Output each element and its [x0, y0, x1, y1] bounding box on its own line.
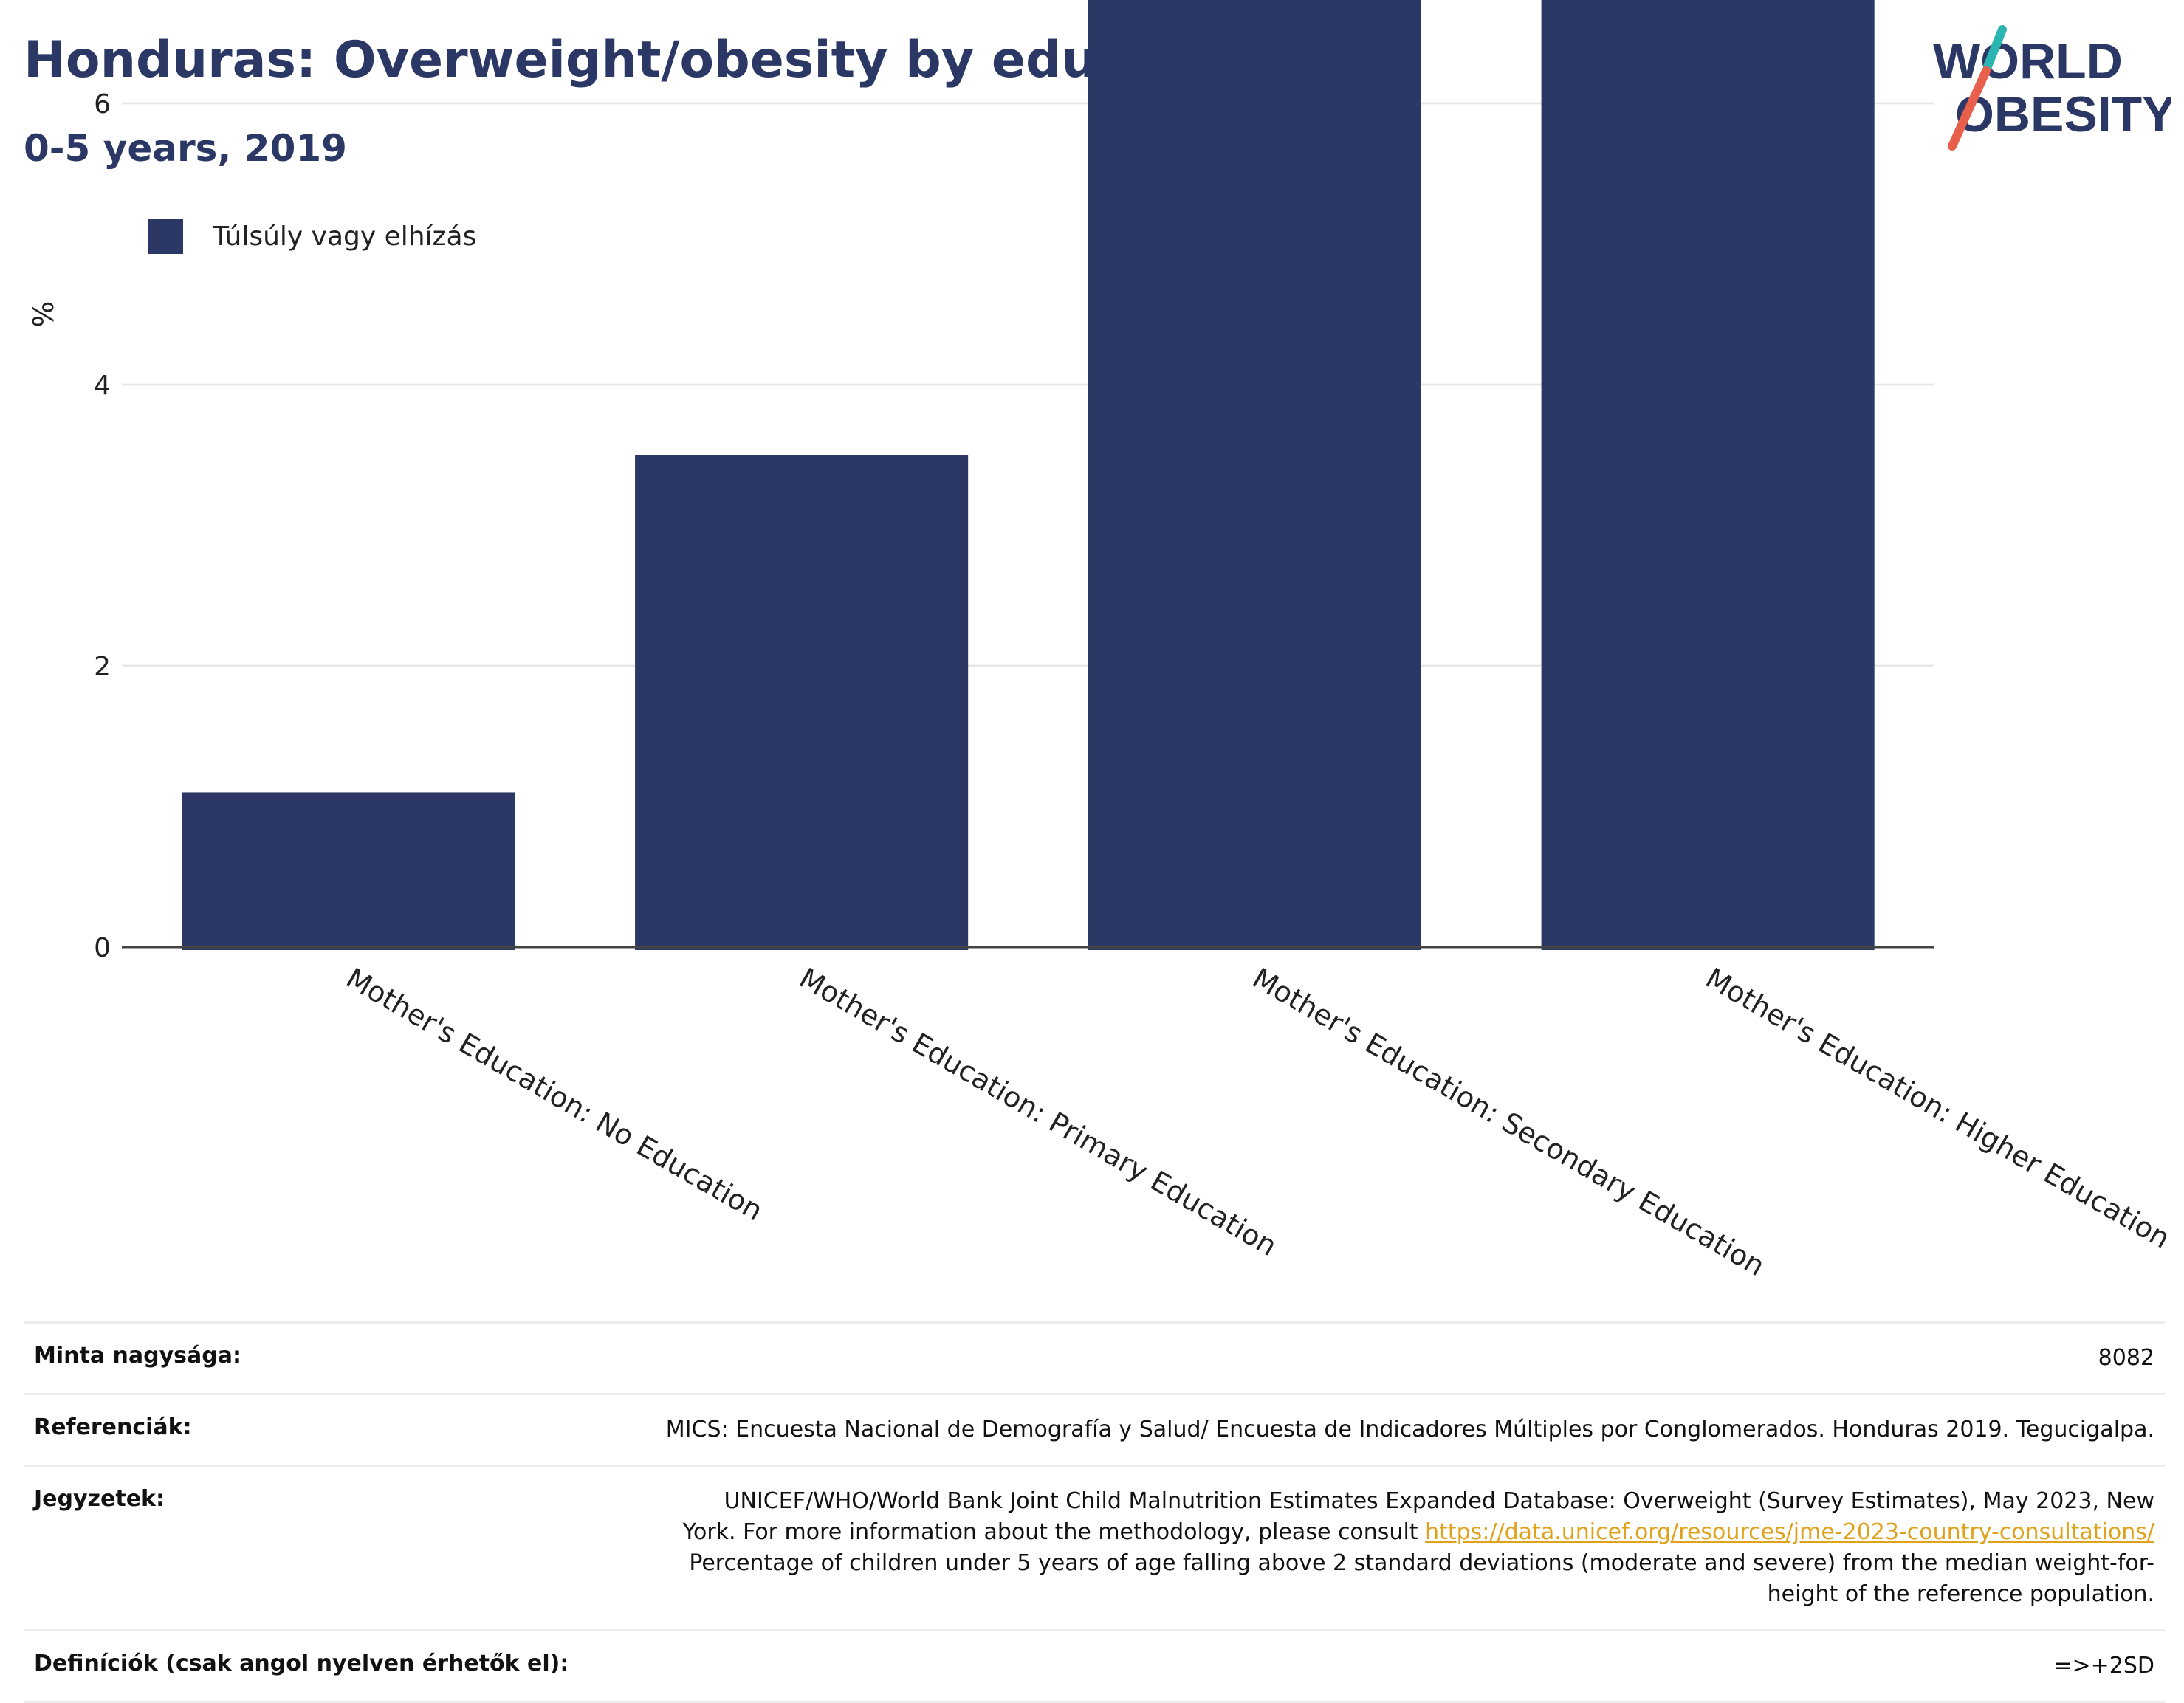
x-tick-label: Mother's Education: Secondary Education — [1247, 962, 1771, 1283]
logo-word-obesity: OBESITY — [1955, 86, 2171, 142]
y-tick-label: 2 — [94, 652, 111, 682]
notes-line-3: Percentage of children under 5 years of … — [689, 1550, 2154, 1576]
y-tick-label: 4 — [94, 371, 111, 401]
sample-size-label: Minta nagysága: — [34, 1343, 241, 1369]
definitions-label: Definíciók (csak angol nyelven érhetők e… — [34, 1651, 569, 1676]
x-tick-label: Mother's Education: Higher Education — [1700, 962, 2176, 1255]
chart-subtitle: 0-5 years, 2019 — [24, 127, 347, 170]
definitions-value: =>+2SD — [2053, 1653, 2154, 1679]
world-obesity-logo: WORLD OBESITY — [1933, 25, 2171, 151]
bar — [1088, 0, 1421, 951]
y-tick-label: 0 — [94, 933, 111, 963]
legend-label: Túlsúly vagy elhízás — [213, 221, 477, 252]
notes-label: Jegyzetek: — [34, 1486, 165, 1512]
meta-row-definitions: Definíciók (csak angol nyelven érhetők e… — [24, 1630, 2165, 1702]
x-tick-label: Mother's Education: No Education — [340, 962, 768, 1228]
metadata-table: Minta nagysága: 8082 Referenciák: MICS: … — [24, 1321, 2165, 1703]
x-tick-label: Mother's Education: Primary Education — [794, 962, 1282, 1262]
notes-line-1: UNICEF/WHO/World Bank Joint Child Malnut… — [724, 1488, 2154, 1514]
y-axis-title: % — [27, 301, 60, 328]
legend: Túlsúly vagy elhízás — [148, 219, 476, 254]
references-value: MICS: Encuesta Nacional de Demografía y … — [665, 1417, 2154, 1442]
notes-value: UNICEF/WHO/World Bank Joint Child Malnut… — [600, 1466, 2165, 1631]
bar-chart: 02468%Mother's Education: No EducationMo… — [27, 0, 2176, 1283]
references-label: Referenciák: — [34, 1414, 192, 1440]
methodology-link[interactable]: https://data.unicef.org/resources/jme-20… — [1425, 1519, 2154, 1545]
meta-row-references: Referenciák: MICS: Encuesta Nacional de … — [24, 1394, 2165, 1466]
logo-slash-red — [1948, 66, 1991, 151]
logo-word-world: WORLD — [1933, 33, 2123, 89]
y-tick-label: 6 — [94, 89, 111, 120]
chart-title: Honduras: Overweight/obesity by educatio… — [24, 31, 1273, 89]
logo-slash-teal — [1983, 25, 2007, 71]
meta-row-sample-size: Minta nagysága: 8082 — [24, 1322, 2165, 1394]
bar — [1541, 0, 1875, 950]
meta-row-notes: Jegyzetek: UNICEF/WHO/World Bank Joint C… — [24, 1465, 2165, 1631]
bar — [635, 455, 969, 950]
bar — [182, 792, 515, 950]
notes-line-4: height of the reference population. — [1767, 1581, 2154, 1607]
legend-swatch — [148, 219, 183, 254]
notes-line-2-prefix: York. For more information about the met… — [682, 1519, 1426, 1545]
sample-size-value: 8082 — [2098, 1345, 2154, 1371]
